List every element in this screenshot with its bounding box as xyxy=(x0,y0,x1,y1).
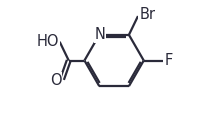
Text: Br: Br xyxy=(139,7,155,22)
Text: F: F xyxy=(164,53,173,68)
Text: HO: HO xyxy=(37,34,59,49)
Text: N: N xyxy=(94,27,105,42)
Text: O: O xyxy=(50,73,61,88)
